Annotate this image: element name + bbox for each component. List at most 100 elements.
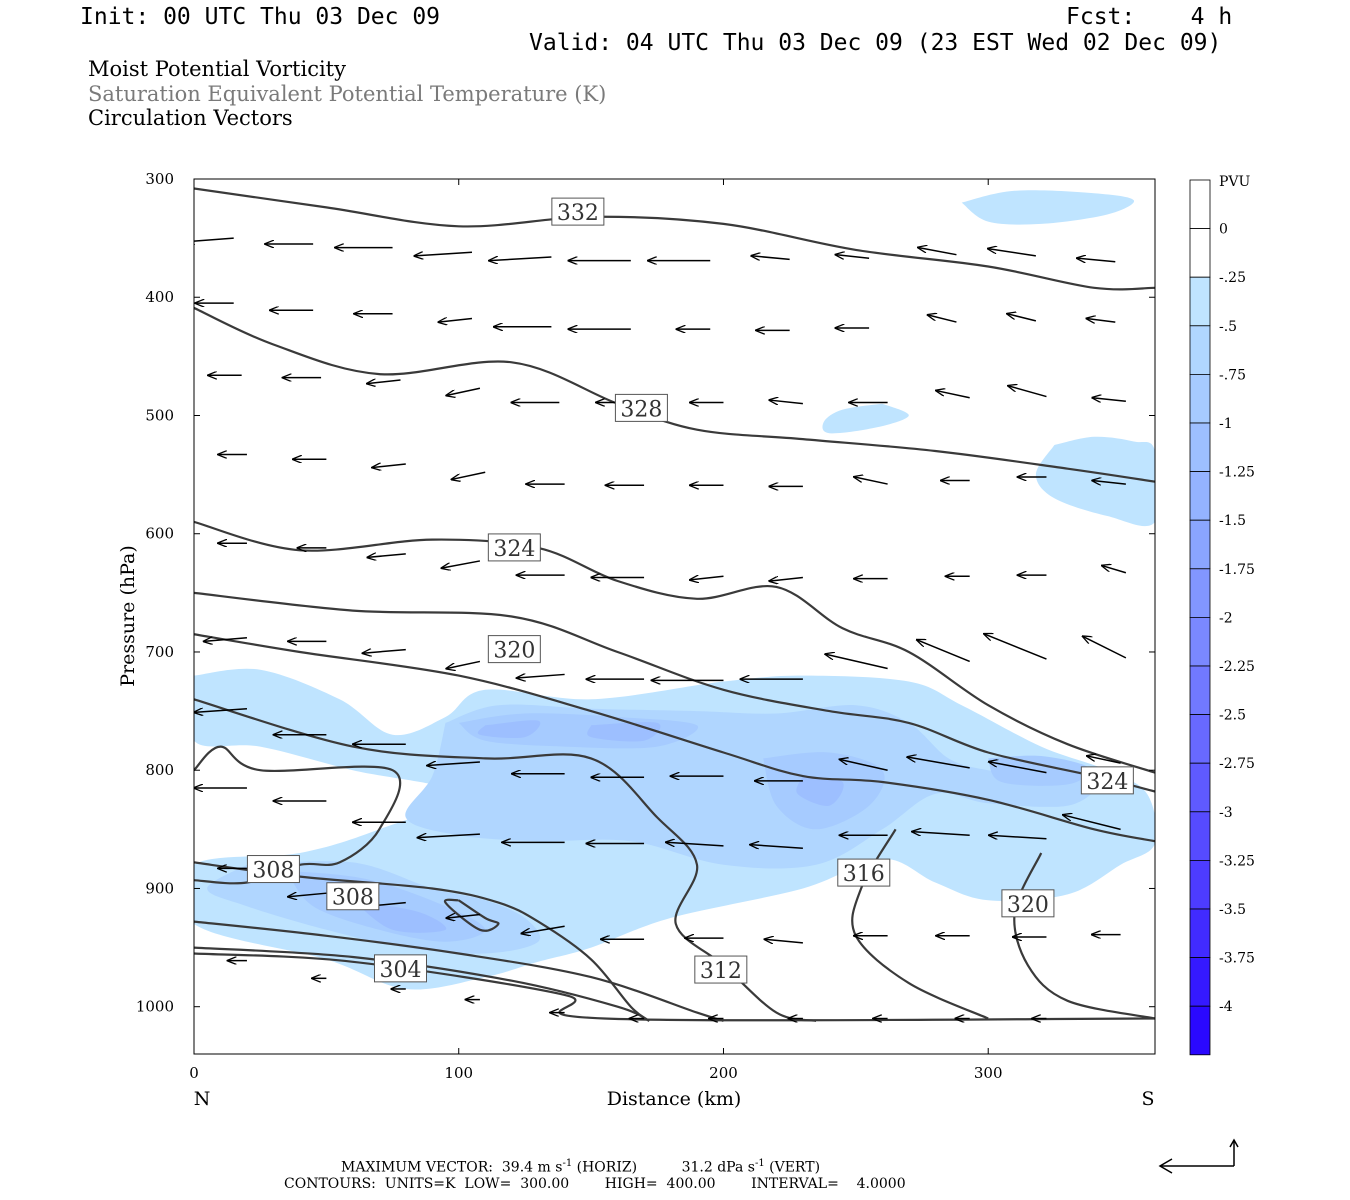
theta-es-contour: [443, 898, 500, 932]
circulation-vector: [204, 638, 248, 642]
circulation-vector: [427, 762, 480, 766]
vert-tag: (VERT): [769, 1159, 821, 1176]
colorbar-label: -2.25: [1219, 659, 1255, 675]
colorbar-label: -.5: [1219, 319, 1237, 335]
forecast-hour: Fcst: 4 h: [1066, 4, 1233, 30]
circulation-vector: [367, 554, 406, 558]
colorbar-label: -1: [1219, 416, 1233, 432]
contour-label: 320: [493, 639, 535, 664]
contour-label: 324: [1086, 770, 1128, 795]
circulation-vector: [835, 255, 870, 259]
colorbar-swatch: [1189, 1005, 1211, 1056]
circulation-vector: [989, 762, 1047, 774]
theta-es-contour: [194, 591, 1155, 793]
theta-es-contour: [194, 633, 1155, 843]
circulation-vector: [825, 654, 888, 670]
horiz-tag: (HORIZ): [576, 1159, 638, 1176]
x-tick-label: 200: [709, 1064, 738, 1082]
colorbar-label: -4: [1219, 999, 1233, 1015]
colorbar-label: -.75: [1219, 367, 1246, 383]
colorbar-swatch: [1189, 179, 1211, 229]
pv-region: [961, 190, 1135, 225]
field-title-mpv: Moist Potential Vorticity: [88, 57, 346, 81]
contour-label: 324: [493, 537, 535, 562]
contour-label-box: [246, 855, 300, 884]
x-axis-label: Distance (km): [607, 1088, 742, 1110]
south-label: S: [1141, 1088, 1154, 1110]
circulation-vector: [452, 471, 486, 479]
init-time: Init: 00 UTC Thu 03 Dec 09: [80, 4, 441, 30]
x-tick-label: 0: [189, 1064, 199, 1082]
circulation-vector: [1007, 314, 1037, 322]
circulation-vector: [288, 893, 327, 897]
colorbar-swatch: [1189, 325, 1211, 375]
contour-label: 308: [252, 859, 294, 884]
colorbar-label: -.25: [1219, 270, 1246, 286]
circulation-vector: [1063, 815, 1121, 831]
y-axis-label: Pressure (hPa): [117, 545, 139, 687]
circulation-vector: [521, 925, 565, 933]
circulation-vector: [363, 650, 406, 654]
colorbar-swatch: [1189, 811, 1211, 861]
circulation-vector: [194, 709, 247, 713]
valid-time: Valid: 04 UTC Thu 03 Dec 09 (23 EST Wed …: [529, 30, 1222, 56]
contour-label-box: [1001, 889, 1055, 918]
contour-label-box: [1080, 766, 1134, 795]
theta-es-contour: [194, 187, 1155, 291]
contour-label: 320: [1007, 893, 1049, 918]
contours-info: CONTOURS: UNITS=K LOW= 300.00 HIGH= 400.…: [284, 1176, 906, 1192]
theta-es-contour: [194, 920, 724, 1022]
colorbar-swatch: [1189, 860, 1211, 910]
circulation-vector: [907, 757, 970, 769]
circulation-vector: [690, 576, 724, 580]
contour-label: 332: [557, 201, 599, 226]
y-tick-label: 600: [145, 525, 174, 543]
y-tick-label: 400: [145, 288, 174, 306]
circulation-vector: [918, 247, 957, 256]
circulation-vector: [446, 660, 481, 668]
circulation-vector: [1102, 566, 1127, 574]
contour-label-box: [487, 635, 541, 664]
circulation-vector: [1008, 386, 1047, 398]
x-tick-label: 300: [974, 1064, 1003, 1082]
circulation-vector: [1083, 636, 1127, 659]
circulation-vector: [1077, 258, 1116, 262]
circulation-vector: [438, 319, 473, 323]
colorbar-swatch: [1189, 762, 1211, 813]
horiz-exponent: -1: [562, 1158, 573, 1169]
circulation-vector: [1086, 318, 1116, 322]
circulation-vector: [764, 939, 803, 943]
horiz-value: 39.4 m s: [501, 1159, 563, 1176]
circulation-vector: [1092, 398, 1126, 402]
contour-label-box: [551, 197, 605, 226]
colorbar-swatch: [1189, 228, 1211, 278]
colorbar-label: -2.75: [1219, 756, 1255, 772]
colorbar-label: -2.5: [1219, 708, 1246, 724]
colorbar-swatch: [1189, 665, 1211, 715]
colorbar-swatch: [1189, 908, 1211, 958]
circulation-vector: [928, 315, 957, 323]
colorbar-label: 0: [1219, 222, 1228, 238]
contour-label: 328: [620, 397, 662, 422]
contour-label-box: [373, 954, 427, 983]
circulation-vector: [489, 257, 552, 261]
circulation-vector: [840, 759, 888, 771]
theta-es-contour: [194, 306, 1155, 483]
contour-label-box: [614, 393, 668, 422]
colorbar-label: -1.5: [1219, 513, 1246, 529]
contour-label-box: [487, 533, 541, 562]
colorbar-unit: PVU: [1219, 174, 1251, 190]
y-tick-label: 1000: [136, 998, 174, 1016]
circulation-vector: [414, 252, 473, 256]
colorbar-label: -3.5: [1219, 902, 1246, 918]
circulation-vector: [194, 238, 234, 242]
circulation-vector: [517, 674, 565, 678]
colorbar-label: -3: [1219, 805, 1233, 821]
colorbar-label: -3.25: [1219, 853, 1255, 869]
circulation-vector: [372, 464, 406, 468]
colorbar-swatch: [1189, 714, 1211, 764]
circulation-vector: [988, 249, 1036, 257]
circulation-vector: [854, 477, 888, 485]
colorbar-label: -1.75: [1219, 562, 1255, 578]
